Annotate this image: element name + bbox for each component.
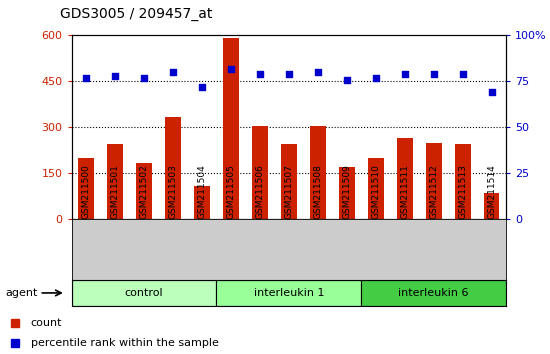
Bar	[339, 167, 355, 219]
Point	[197, 84, 206, 90]
Bar	[310, 126, 326, 219]
Point	[429, 71, 438, 77]
Bar	[78, 158, 94, 219]
Point	[81, 75, 90, 81]
Bar	[216, 280, 361, 306]
Bar	[426, 143, 442, 219]
Bar	[72, 280, 216, 306]
Bar	[252, 126, 268, 219]
Bar	[194, 186, 210, 219]
Point	[111, 73, 119, 79]
Point	[255, 71, 264, 77]
Text: agent: agent	[6, 288, 38, 298]
Text: control: control	[125, 288, 163, 298]
Text: interleukin 1: interleukin 1	[254, 288, 324, 298]
Bar	[397, 138, 412, 219]
Bar	[361, 280, 506, 306]
Point	[487, 90, 496, 95]
Point	[342, 77, 351, 82]
Point	[284, 71, 293, 77]
Point	[458, 71, 467, 77]
Bar	[165, 117, 181, 219]
Point	[140, 75, 148, 81]
Bar	[136, 163, 152, 219]
Bar	[483, 193, 499, 219]
Point	[400, 71, 409, 77]
Bar	[223, 39, 239, 219]
Point	[168, 69, 177, 75]
Text: GDS3005 / 209457_at: GDS3005 / 209457_at	[60, 7, 213, 21]
Bar	[368, 158, 383, 219]
Point	[314, 69, 322, 75]
Point	[227, 66, 235, 72]
Bar	[281, 144, 296, 219]
Text: interleukin 6: interleukin 6	[398, 288, 469, 298]
Bar	[455, 144, 470, 219]
Text: percentile rank within the sample: percentile rank within the sample	[31, 338, 219, 348]
Point	[371, 75, 380, 81]
Bar	[107, 144, 123, 219]
Text: count: count	[31, 318, 62, 328]
